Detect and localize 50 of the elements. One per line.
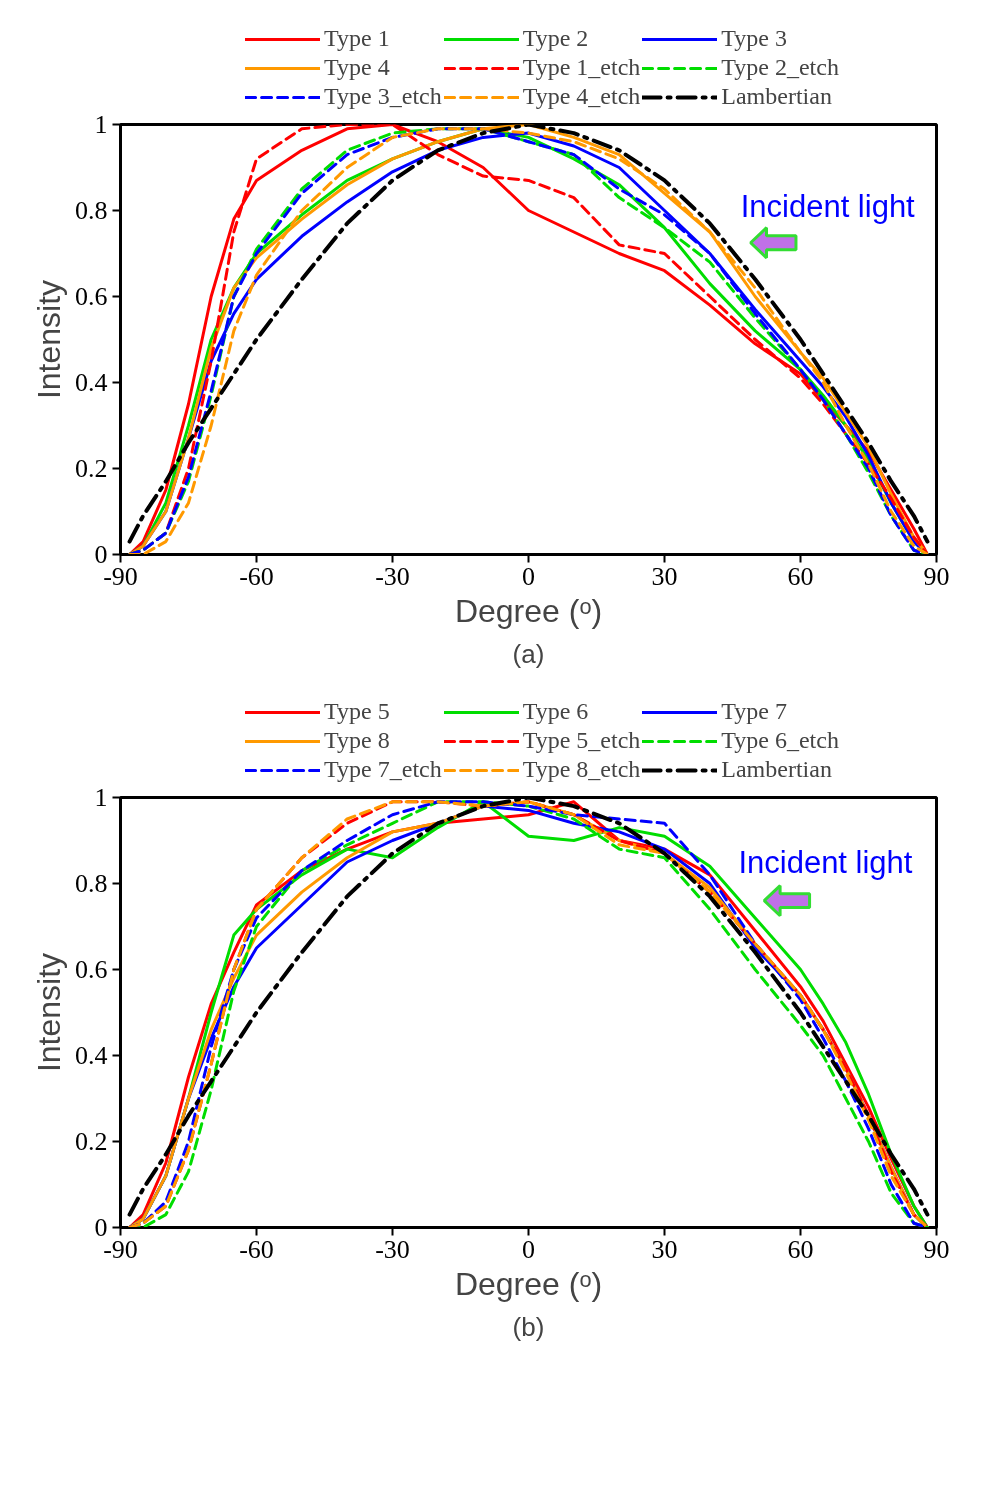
y-tick-label: 1 <box>94 783 108 812</box>
y-tick-label: 0.2 <box>75 454 108 483</box>
x-tick-label: -30 <box>375 561 410 591</box>
legend-label: Type 8 <box>324 727 390 754</box>
x-tick-label: 90 <box>923 1234 950 1264</box>
y-tick-label: 1 <box>94 110 108 139</box>
y-tick-label: 0.6 <box>75 955 108 984</box>
y-tick-label: 0.4 <box>75 368 108 397</box>
legend-label: Type 6 <box>522 698 589 725</box>
y-tick-label: 0.6 <box>75 282 108 311</box>
legend-label: Type 7_etch <box>324 756 442 783</box>
legend-label: Type 8_etch <box>522 756 641 783</box>
x-tick-label: -30 <box>375 1234 410 1264</box>
legend-label: Type 7 <box>721 698 787 725</box>
x-tick-label: 60 <box>787 561 814 591</box>
y-axis-title: Intensity <box>31 952 67 1073</box>
x-axis-title: Degree (ᵒ) <box>454 592 603 629</box>
y-tick-label: 0 <box>94 540 108 569</box>
y-tick-label: 0.8 <box>75 196 108 225</box>
legend-label: Type 5_etch <box>522 727 641 754</box>
annotation: Incident light <box>740 188 916 224</box>
x-tick-label: 0 <box>522 1234 535 1264</box>
annotation: Incident light <box>738 844 913 880</box>
legend-label: Type 2_etch <box>721 54 839 81</box>
legend-label: Lambertian <box>721 83 832 110</box>
legend-label: Type 3 <box>721 25 787 52</box>
y-tick-label: 0.8 <box>75 869 108 898</box>
y-tick-label: 0.4 <box>75 1041 108 1070</box>
legend-label: Type 6_etch <box>721 727 839 754</box>
x-axis-title: Degree (ᵒ) <box>454 1265 603 1302</box>
x-tick-label: 30 <box>651 1234 678 1264</box>
legend-label: Type 3_etch <box>324 83 442 110</box>
text: (b) <box>512 1311 545 1342</box>
legend-label: Type 5 <box>324 698 390 725</box>
x-tick-label: -60 <box>239 1234 274 1264</box>
text: (a) <box>512 638 545 669</box>
legend-label: Type 1_etch <box>522 54 641 81</box>
x-tick-label: 30 <box>651 561 678 591</box>
x-tick-label: -60 <box>239 561 274 591</box>
legend-label: Type 4_etch <box>522 83 641 110</box>
x-tick-label: 60 <box>787 1234 814 1264</box>
legend-label: Lambertian <box>721 756 832 783</box>
y-axis-title: Intensity <box>31 279 67 400</box>
legend-label: Type 2 <box>522 25 589 52</box>
y-tick-label: 0.2 <box>75 1127 108 1156</box>
y-tick-label: 0 <box>94 1213 108 1242</box>
x-tick-label: 0 <box>522 561 535 591</box>
legend-label: Type 1 <box>324 25 390 52</box>
legend-label: Type 4 <box>324 54 390 81</box>
x-tick-label: 90 <box>923 561 950 591</box>
